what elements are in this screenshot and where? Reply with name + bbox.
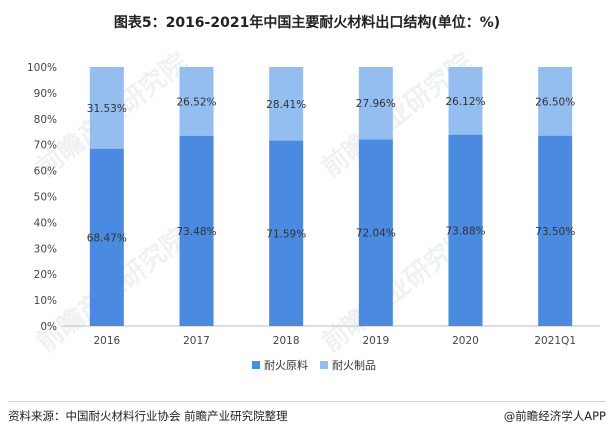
data-label: 72.04% bbox=[356, 228, 396, 240]
x-tick-label: 2016 bbox=[93, 335, 120, 347]
data-label: 26.52% bbox=[176, 96, 216, 108]
footer-divider bbox=[8, 401, 606, 402]
x-tick-label: 2020 bbox=[452, 335, 479, 347]
y-tick-label: 40% bbox=[34, 217, 57, 229]
legend-label: 耐火原料 bbox=[264, 358, 308, 372]
data-label: 73.48% bbox=[176, 226, 216, 238]
y-tick-label: 30% bbox=[34, 243, 57, 255]
source-note: 资料来源：中国耐火材料行业协会 前瞻产业研究院整理 bbox=[8, 409, 288, 423]
chart-title: 图表5：2016-2021年中国主要耐火材料出口结构(单位：%) bbox=[113, 15, 501, 31]
y-tick-label: 90% bbox=[34, 88, 57, 100]
data-label: 26.12% bbox=[445, 96, 485, 108]
x-tick-label: 2019 bbox=[362, 335, 389, 347]
bar-segment bbox=[448, 134, 483, 326]
data-label: 73.88% bbox=[445, 225, 485, 237]
y-tick-label: 0% bbox=[40, 321, 57, 333]
y-tick-label: 50% bbox=[34, 192, 57, 204]
data-label: 73.50% bbox=[535, 226, 575, 238]
y-tick-label: 10% bbox=[34, 295, 57, 307]
bar-segment bbox=[538, 67, 573, 136]
legend-swatch bbox=[252, 361, 260, 369]
bar-segment bbox=[358, 67, 393, 140]
y-tick-label: 60% bbox=[34, 166, 57, 178]
bar-segment bbox=[89, 67, 124, 149]
data-label: 68.47% bbox=[87, 232, 127, 244]
bar-segment bbox=[448, 67, 483, 135]
y-tick-label: 80% bbox=[34, 114, 57, 126]
bar-segment bbox=[358, 139, 393, 326]
bar-segment bbox=[89, 148, 124, 326]
bar-segment bbox=[269, 67, 304, 141]
bar-segment bbox=[179, 135, 214, 326]
x-tick-label: 2021Q1 bbox=[534, 335, 576, 347]
y-tick-label: 70% bbox=[34, 140, 57, 152]
data-label: 71.59% bbox=[266, 228, 306, 240]
credit-note: @前瞻经济学人APP bbox=[503, 409, 606, 423]
data-label: 26.50% bbox=[535, 96, 575, 108]
bar-segment bbox=[179, 67, 214, 136]
data-label: 31.53% bbox=[87, 103, 127, 115]
stacked-bar-chart: 0% 10% 20% 30% 40% 50% 60% 70% 80% 90% 100% 68.47% 3… bbox=[27, 62, 600, 372]
legend-label: 耐火制品 bbox=[332, 359, 376, 372]
x-tick-label: 2018 bbox=[273, 335, 300, 347]
data-label: 28.41% bbox=[266, 99, 306, 111]
bar-segment bbox=[269, 140, 304, 326]
legend-swatch bbox=[320, 361, 328, 369]
x-tick-label: 2017 bbox=[183, 335, 210, 347]
bar-segment bbox=[538, 135, 573, 326]
y-tick-label: 100% bbox=[27, 62, 57, 74]
y-tick-label: 20% bbox=[34, 269, 57, 281]
data-label: 27.96% bbox=[356, 98, 396, 110]
